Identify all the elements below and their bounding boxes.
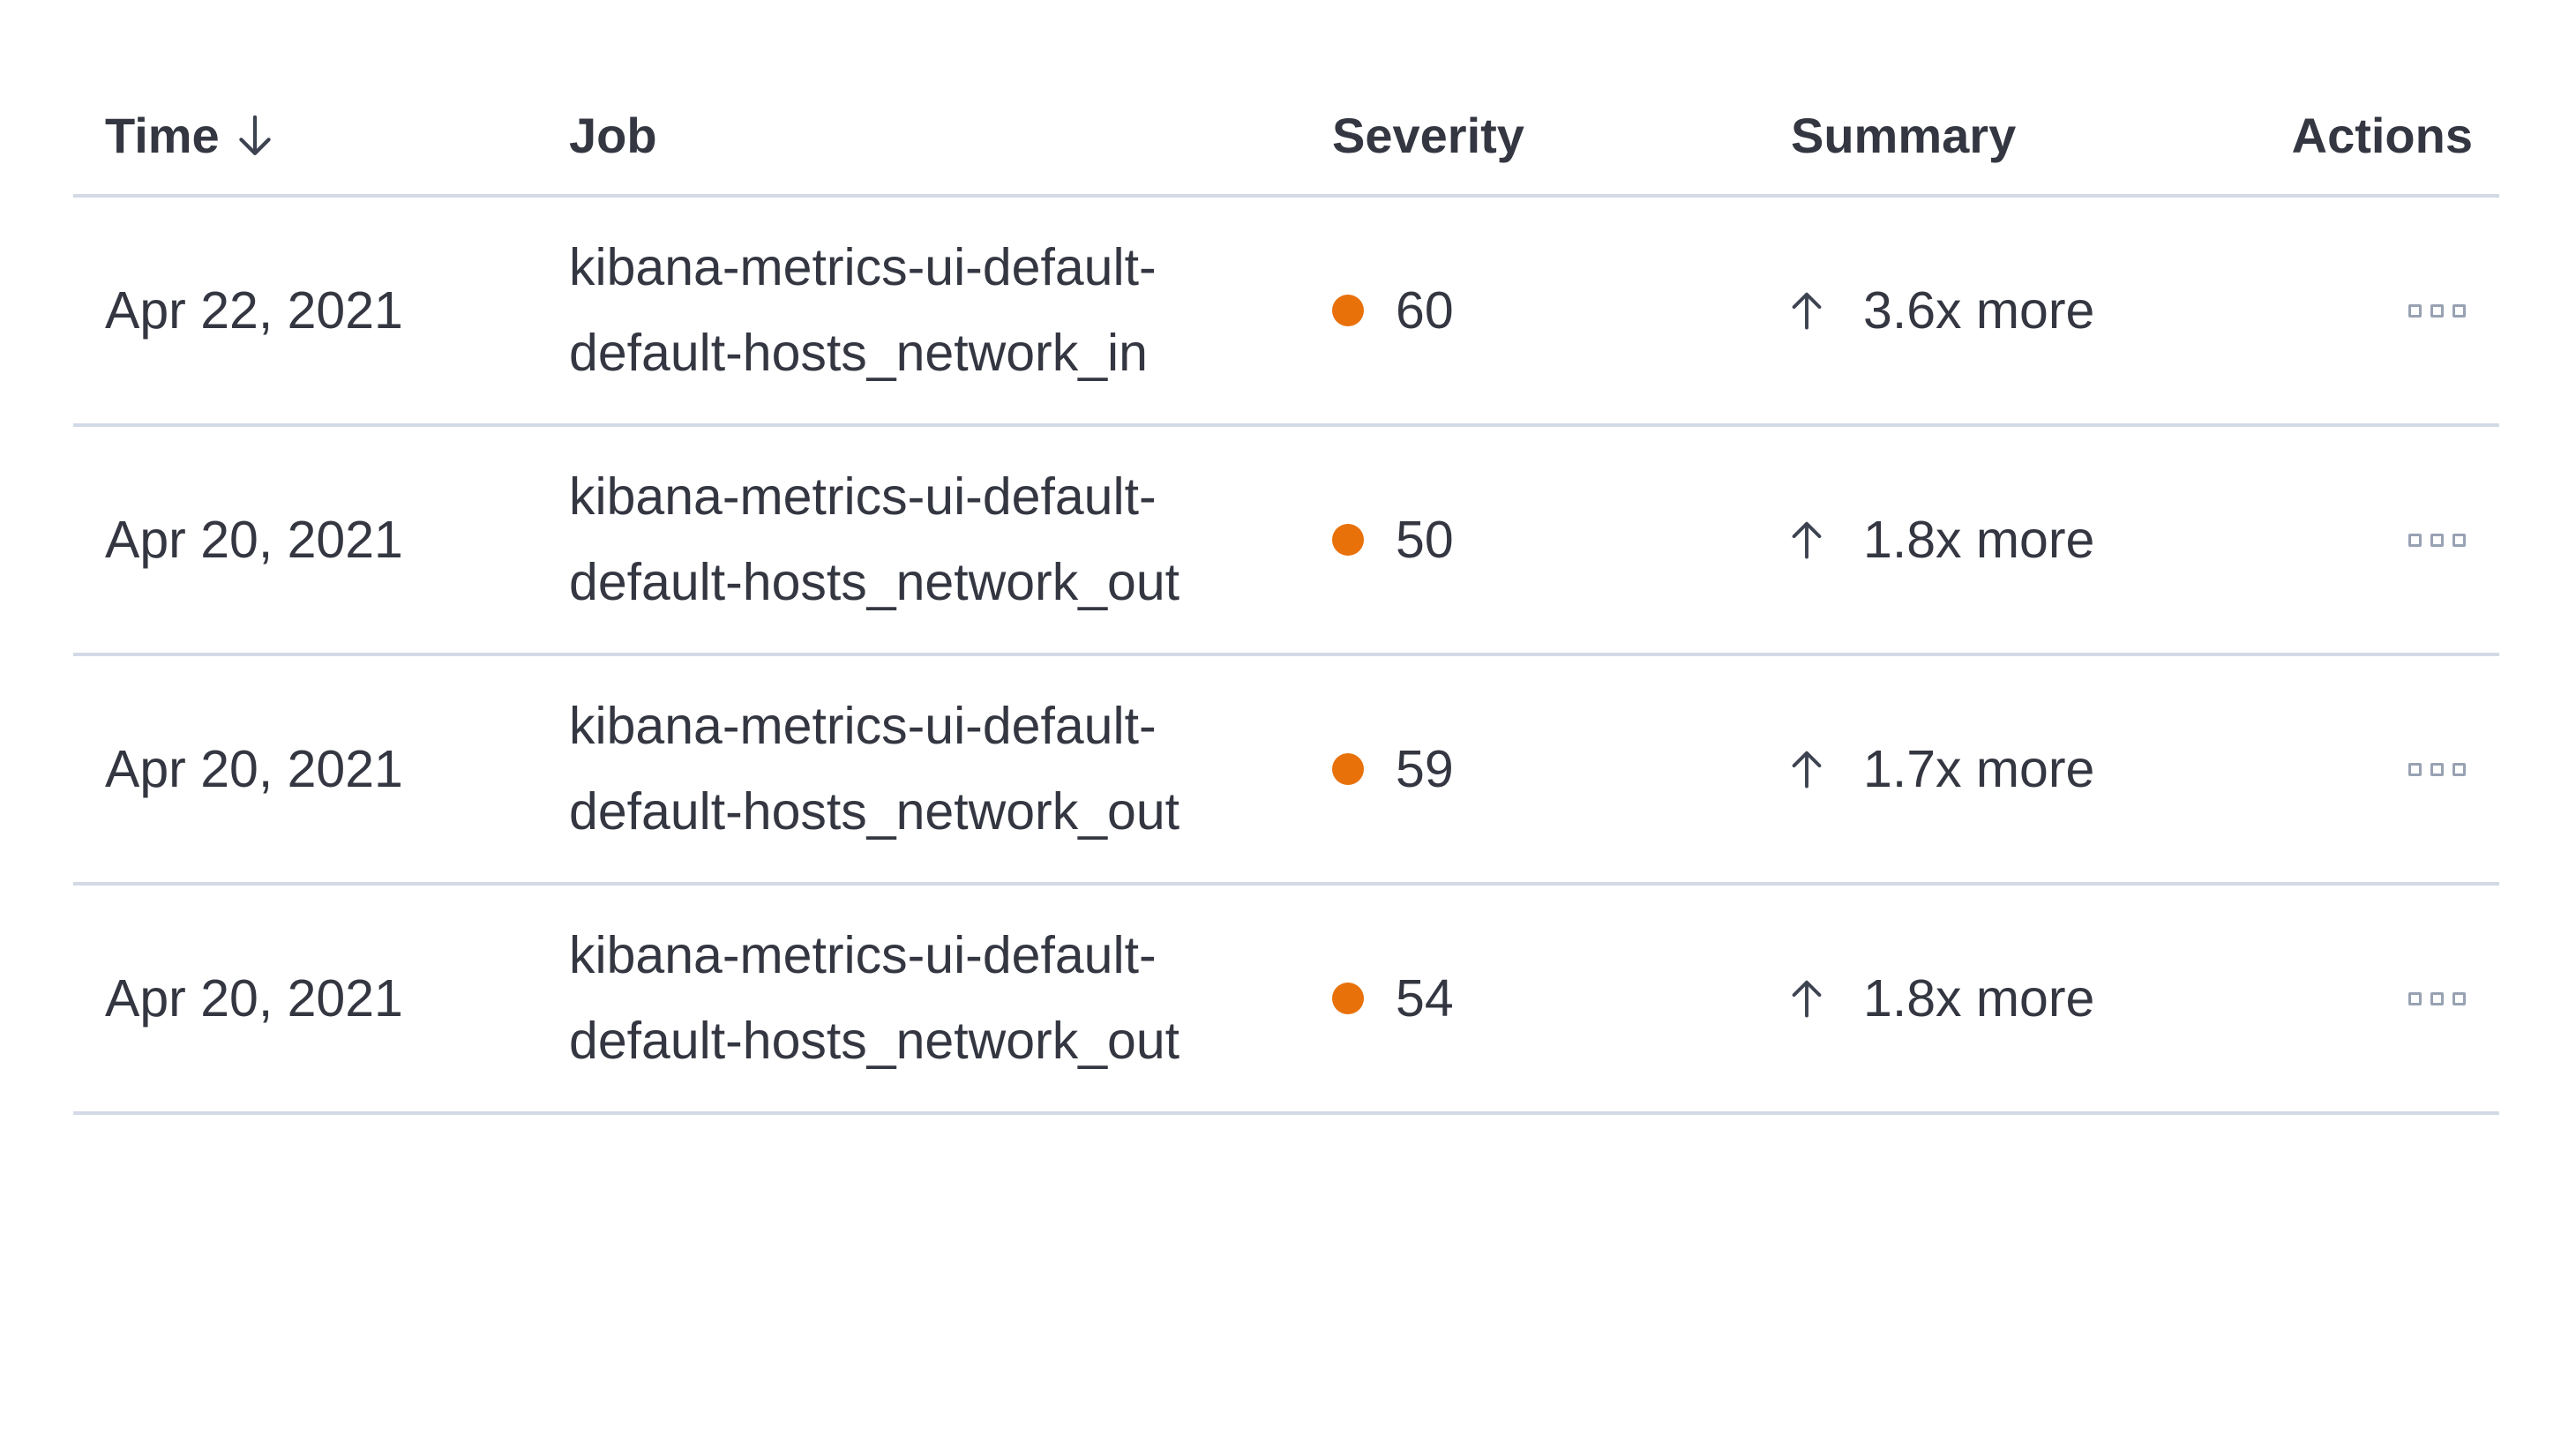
actions-cell — [2288, 295, 2499, 326]
column-header-label: Job — [569, 108, 657, 163]
time-cell: Apr 20, 2021 — [105, 740, 403, 798]
summary-text: 1.7x more — [1863, 740, 2095, 798]
anomalies-table: Time Job Severity Summary Actions Apr 22… — [73, 0, 2499, 1115]
job-name-line: kibana-metrics-ui-default- — [569, 467, 1157, 526]
actions-cell — [2288, 754, 2499, 785]
summary-cell: 3.6x more — [1759, 280, 2288, 340]
summary-text: 3.6x more — [1863, 281, 2095, 340]
job-cell: kibana-metrics-ui-default- default-hosts… — [537, 913, 1300, 1084]
severity-cell: 50 — [1300, 510, 1759, 570]
column-header-job[interactable]: Job — [537, 107, 1300, 194]
job-name-line: default-hosts_network_in — [569, 324, 1148, 382]
severity-dot-icon — [1332, 524, 1364, 556]
summary-cell: 1.8x more — [1759, 510, 2288, 570]
boxes-horizontal-icon — [2408, 762, 2466, 776]
row-actions-button[interactable] — [2400, 525, 2475, 556]
severity-cell: 59 — [1300, 739, 1759, 799]
job-cell: kibana-metrics-ui-default- default-hosts… — [537, 454, 1300, 625]
column-header-label: Time — [105, 108, 220, 163]
summary-text: 1.8x more — [1863, 969, 2095, 1028]
row-actions-button[interactable] — [2400, 754, 2475, 785]
arrow-up-icon — [1792, 292, 1822, 330]
arrow-down-icon — [238, 115, 271, 155]
column-header-severity[interactable]: Severity — [1300, 107, 1759, 194]
summary-text: 1.8x more — [1863, 511, 2095, 569]
job-cell: kibana-metrics-ui-default- default-hosts… — [537, 225, 1300, 396]
column-header-actions: Actions — [2288, 107, 2499, 194]
anomaly-row: Apr 20, 2021 kibana-metrics-ui-default- … — [73, 886, 2499, 1115]
severity-score: 50 — [1396, 511, 1454, 569]
anomaly-row: Apr 20, 2021 kibana-metrics-ui-default- … — [73, 656, 2499, 886]
row-actions-button[interactable] — [2400, 983, 2475, 1014]
job-cell: kibana-metrics-ui-default- default-hosts… — [537, 684, 1300, 855]
severity-dot-icon — [1332, 983, 1364, 1014]
severity-cell: 54 — [1300, 968, 1759, 1028]
time-cell: Apr 20, 2021 — [105, 969, 403, 1028]
actions-cell — [2288, 983, 2499, 1014]
severity-score: 59 — [1396, 740, 1454, 798]
job-name-line: kibana-metrics-ui-default- — [569, 926, 1157, 984]
time-cell: Apr 20, 2021 — [105, 511, 403, 569]
column-header-time[interactable]: Time — [73, 101, 537, 194]
job-name-line: kibana-metrics-ui-default- — [569, 697, 1157, 755]
column-header-label: Summary — [1791, 108, 2017, 163]
row-actions-button[interactable] — [2400, 295, 2475, 326]
boxes-horizontal-icon — [2408, 533, 2466, 547]
arrow-up-icon — [1792, 751, 1822, 789]
arrow-up-icon — [1792, 521, 1822, 559]
summary-cell: 1.8x more — [1759, 968, 2288, 1028]
table-header-row: Time Job Severity Summary Actions — [73, 0, 2499, 198]
severity-score: 60 — [1396, 281, 1454, 340]
severity-score: 54 — [1396, 969, 1454, 1028]
job-name-line: default-hosts_network_out — [569, 553, 1180, 611]
actions-cell — [2288, 525, 2499, 556]
job-name-line: kibana-metrics-ui-default- — [569, 238, 1157, 296]
anomaly-row: Apr 20, 2021 kibana-metrics-ui-default- … — [73, 427, 2499, 656]
severity-dot-icon — [1332, 753, 1364, 785]
job-name-line: default-hosts_network_out — [569, 782, 1180, 841]
boxes-horizontal-icon — [2408, 991, 2466, 1005]
boxes-horizontal-icon — [2408, 303, 2466, 318]
severity-dot-icon — [1332, 295, 1364, 326]
job-name-line: default-hosts_network_out — [569, 1012, 1180, 1070]
summary-cell: 1.7x more — [1759, 739, 2288, 799]
arrow-up-icon — [1792, 980, 1822, 1018]
column-header-label: Severity — [1332, 108, 1524, 163]
anomaly-row: Apr 22, 2021 kibana-metrics-ui-default- … — [73, 198, 2499, 427]
column-header-summary[interactable]: Summary — [1759, 107, 2288, 194]
time-cell: Apr 22, 2021 — [105, 281, 403, 340]
severity-cell: 60 — [1300, 280, 1759, 340]
column-header-label: Actions — [2291, 108, 2473, 163]
